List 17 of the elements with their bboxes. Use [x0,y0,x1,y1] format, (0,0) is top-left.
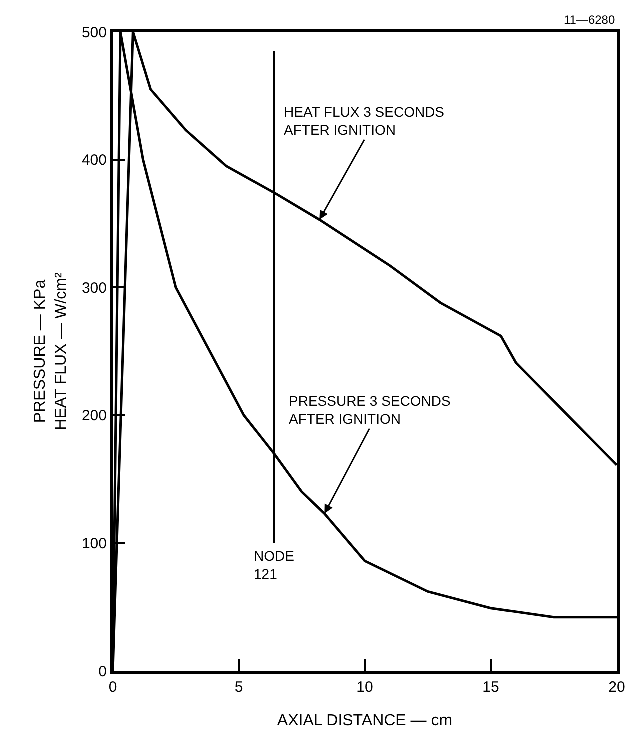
y-axis-title: PRESSURE — KPa HEAT FLUX — W/cm² [32,272,70,430]
y-tick-label: 200 [82,408,107,425]
y-tick-label: 100 [82,535,107,552]
y-tick-label: 0 [98,663,107,680]
x-axis-title: AXIAL DISTANCE — cm [277,712,453,730]
y-tick-label: 400 [82,152,107,170]
annotation: HEAT FLUX 3 SECONDS AFTER IGNITION [284,104,445,138]
x-tick-label: 20 [608,679,626,696]
x-tick-label: 0 [108,679,118,696]
y-tick-label: 500 [82,24,107,42]
text: 11—6280 [564,13,616,27]
x-tick-label: 10 [356,679,374,696]
x-tick-label: 5 [234,679,244,696]
x-tick-label: 15 [482,679,500,696]
y-tick-label: 300 [82,280,107,297]
ref-line-label: NODE 121 [254,548,294,582]
annotation: PRESSURE 3 SECONDS AFTER IGNITION [289,393,451,428]
